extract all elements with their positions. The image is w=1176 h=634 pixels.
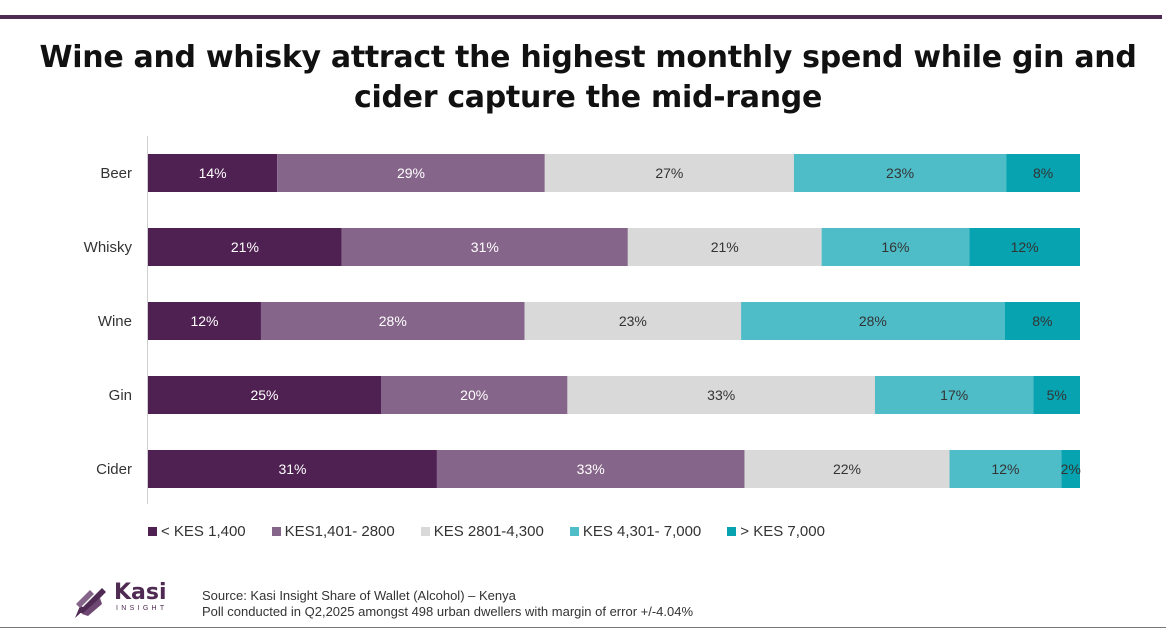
data-label: 25% <box>250 387 278 403</box>
bar-segment <box>1033 376 1080 414</box>
top-divider <box>0 15 1162 19</box>
data-label: 16% <box>881 239 909 255</box>
kasi-logo-subtext: INSIGHT <box>116 605 168 612</box>
legend-label: > KES 7,000 <box>740 522 825 540</box>
data-label: 8% <box>1032 313 1052 329</box>
bar-segment <box>627 228 822 266</box>
source-line: Source: Kasi Insight Share of Wallet (Al… <box>202 588 516 603</box>
bar-segment <box>1006 154 1080 192</box>
bottom-divider <box>0 627 1166 628</box>
legend-item: KES 4,301- 7,000 <box>569 522 702 540</box>
data-label: 33% <box>707 387 735 403</box>
bar-segment <box>744 450 950 488</box>
bar-segment <box>544 154 794 192</box>
legend-item: KES 2801-4,300 <box>420 522 544 540</box>
legend-item: < KES 1,400 <box>148 523 246 540</box>
data-label: 31% <box>278 461 306 477</box>
category-label: Gin <box>109 387 132 404</box>
kasi-logo-mark-icon <box>75 588 106 618</box>
poll-details-line: Poll conducted in Q2,2025 amongst 498 ur… <box>202 604 694 619</box>
data-label: 12% <box>991 461 1019 477</box>
category-label: Beer <box>100 165 132 182</box>
legend-swatch <box>420 526 430 536</box>
category-label: Wine <box>98 313 132 330</box>
chart-legend: < KES 1,400 KES1,401- 2800 KES 2801-4,300 K… <box>148 520 851 542</box>
legend-item: KES1,401- 2800 <box>271 522 395 540</box>
legend-swatch <box>727 526 737 536</box>
bar-segment <box>793 154 1007 192</box>
data-label: 8% <box>1033 165 1053 181</box>
legend-label: < KES 1,400 <box>161 522 246 540</box>
legend-swatch <box>271 526 281 536</box>
category-label: Cider <box>96 461 132 478</box>
bar-segment <box>381 376 568 414</box>
data-label: 12% <box>190 313 218 329</box>
bar-segment <box>148 302 261 340</box>
data-label: 33% <box>577 461 605 477</box>
category-label: Whisky <box>84 239 133 256</box>
data-label: 17% <box>940 387 968 403</box>
bar-segment <box>741 302 1005 340</box>
kasi-logo: Kasi INSIGHT <box>72 580 182 620</box>
bar-segment <box>524 302 742 340</box>
data-label: 23% <box>619 313 647 329</box>
bar-segment <box>148 450 437 488</box>
legend-label: KES1,401- 2800 <box>284 522 395 540</box>
data-label: 5% <box>1047 387 1067 403</box>
legend-item: > KES 7,000 <box>727 523 825 540</box>
stacked-bar-chart: Beer 14% 29% 27% 23% 8% Whisky 21% 31% 21% 16% 12% W… <box>84 136 1081 504</box>
bar-segment <box>148 376 381 414</box>
bar-segment <box>341 228 628 266</box>
data-label: 28% <box>859 313 887 329</box>
data-label: 21% <box>711 239 739 255</box>
bar-segment <box>148 154 278 192</box>
bar-segment <box>949 450 1062 488</box>
data-label: 20% <box>460 387 488 403</box>
bar-segment <box>1004 302 1080 340</box>
bar-segment <box>260 302 525 340</box>
data-label: 22% <box>833 461 861 477</box>
data-label: 12% <box>1011 239 1039 255</box>
data-label: 28% <box>379 313 407 329</box>
legend-label: KES 4,301- 7,000 <box>582 522 702 540</box>
data-label: 23% <box>886 165 914 181</box>
legend-swatch <box>569 526 579 536</box>
bar-segment <box>969 228 1080 266</box>
data-label: 27% <box>655 165 683 181</box>
bar-segment <box>1061 450 1080 488</box>
bar-segment <box>821 228 970 266</box>
bar-segment <box>148 228 342 266</box>
data-label: 29% <box>397 165 425 181</box>
data-label: 2% <box>1061 461 1081 477</box>
bar-segment <box>567 376 875 414</box>
kasi-logo-text: Kasi <box>114 580 167 605</box>
legend-label: KES 2801-4,300 <box>433 522 544 540</box>
bar-segment <box>874 376 1034 414</box>
source-note: Source: Kasi Insight Share of Wallet (Al… <box>202 588 693 620</box>
data-label: 21% <box>231 239 259 255</box>
legend-swatch <box>148 526 157 536</box>
chart-title: Wine and whisky attract the highest mont… <box>39 40 1137 115</box>
bar-segment <box>436 450 745 488</box>
bar-segment <box>277 154 545 192</box>
data-label: 14% <box>199 165 227 181</box>
data-label: 31% <box>471 239 499 255</box>
